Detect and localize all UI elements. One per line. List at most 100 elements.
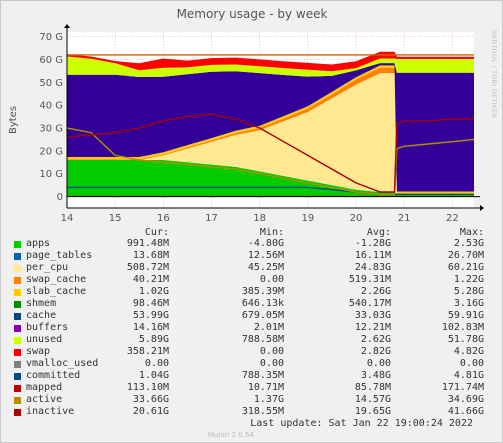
legend-cur: 1.02G <box>138 286 169 297</box>
legend-cur: 20.61G <box>132 406 169 417</box>
legend-min: 679.05M <box>241 310 284 321</box>
legend-min: 788.35M <box>241 370 284 381</box>
swatch-apps <box>14 241 21 248</box>
x-tick-label-3: 17 <box>205 213 218 224</box>
legend-row-inactive: inactive 20.61G 318.55M 19.65G 41.66G <box>14 406 484 418</box>
swatch-committed <box>14 373 21 380</box>
legend-cur: 13.68M <box>132 250 169 261</box>
legend-avg: 85.78M <box>354 382 391 393</box>
area-cache <box>67 63 474 192</box>
y-tick-label-6: 60 G <box>39 55 63 66</box>
x-tick-label-4: 18 <box>253 213 266 224</box>
legend-cur: 14.16M <box>132 322 169 333</box>
legend-avg: 12.21M <box>354 322 391 333</box>
legend-min: 2.01M <box>253 322 284 333</box>
legend-cur: 113.10M <box>126 382 169 393</box>
legend-avg: 19.65G <box>354 406 391 417</box>
x-tick-label-7: 21 <box>398 213 411 224</box>
legend-min: 45.25M <box>247 262 284 273</box>
legend-cur: 991.48M <box>126 238 169 249</box>
swatch-buffers <box>14 325 21 332</box>
y-tick-label-1: 10 G <box>39 169 63 180</box>
x-tick-label-2: 16 <box>157 213 170 224</box>
legend-cur: 1.04G <box>138 370 169 381</box>
legend-header: Cur: Min: Avg: Max: <box>14 227 484 239</box>
legend-max: 102.83M <box>441 322 484 333</box>
legend-row-per-cpu: per_cpu 508.72M 45.25M 24.83G 60.21G <box>14 262 484 274</box>
munin-version: Munin 2.0.54 <box>208 431 254 439</box>
legend-cur: 40.21M <box>132 274 169 285</box>
legend-max: 3.16G <box>453 298 484 309</box>
legend-cur: 0.00 <box>144 358 169 369</box>
legend-max: 4.82G <box>453 346 484 357</box>
legend-max: 51.78G <box>447 334 484 345</box>
legend-avg: 16.11M <box>354 250 391 261</box>
y-tick-label-0: 0 <box>57 192 63 203</box>
rrdtool-watermark: RRDTOOL / TOBI OETIKER <box>490 30 497 119</box>
y-axis-label: Bytes <box>8 106 19 134</box>
legend-min: -4.80G <box>247 238 284 249</box>
stacked-areas <box>67 51 474 197</box>
legend-name: committed <box>26 370 81 381</box>
legend-name: cache <box>26 310 57 321</box>
legend-name: per_cpu <box>26 262 69 273</box>
legend-row-unused: unused 5.89G 788.58M 2.62G 51.78G <box>14 334 484 346</box>
y-tick-label-3: 30 G <box>39 124 63 135</box>
legend-max: 34.69G <box>447 394 484 405</box>
legend-avg: 2.82G <box>360 346 391 357</box>
legend-name: active <box>26 394 63 405</box>
legend-min: 788.58M <box>241 334 284 345</box>
legend-cur: 358.21M <box>126 346 169 357</box>
legend-row-buffers: buffers 14.16M 2.01M 12.21M 102.83M <box>14 322 484 334</box>
y-tick-label-7: 70 G <box>39 32 63 43</box>
line-inactive <box>66 113 474 193</box>
legend-name: inactive <box>26 406 75 417</box>
legend-row-vmalloc-used: vmalloc_used 0.00 0.00 0.00 0.00 <box>14 358 484 370</box>
legend-avg: 0.00 <box>366 358 391 369</box>
x-tick-label-5: 19 <box>301 213 314 224</box>
legend-min: 385.39M <box>241 286 284 297</box>
legend-max: 26.70M <box>447 250 484 261</box>
chart-title: Memory usage - by week <box>177 7 328 21</box>
x-tick-label-6: 20 <box>350 213 363 224</box>
memory-chart: 0 10 G 20 G 30 G 40 G 50 G 60 G 70 G 14 15 16 17 18 1… <box>8 7 484 224</box>
legend-name: apps <box>26 238 51 249</box>
legend-avg: 2.62G <box>360 334 391 345</box>
swatch-vmalloc-used <box>14 361 21 368</box>
legend-row-page-tables: page_tables 13.68M 12.56M 16.11M 26.70M <box>14 250 484 262</box>
legend-avg: 3.48G <box>360 370 391 381</box>
legend-max: 2.53G <box>453 238 484 249</box>
x-tick-label-8: 22 <box>446 213 459 224</box>
legend-max: 171.74M <box>441 382 484 393</box>
legend-name: unused <box>26 334 63 345</box>
legend-avg: 24.83G <box>354 262 391 273</box>
legend-min: 0.00 <box>259 346 284 357</box>
legend-row-cache: cache 53.99G 679.05M 33.03G 59.91G <box>14 310 484 322</box>
legend-cur: 53.99G <box>132 310 169 321</box>
legend-name: slab_cache <box>26 286 87 297</box>
y-tick-label-4: 40 G <box>39 101 63 112</box>
last-update: Last update: Sat Jan 22 19:00:24 2022 <box>250 418 473 429</box>
legend-avg: 14.57G <box>354 394 391 405</box>
swatch-page-tables <box>14 253 21 260</box>
legend-min: 318.55M <box>241 406 284 417</box>
header-min: Min: <box>259 227 284 238</box>
legend-name: mapped <box>26 382 63 393</box>
swatch-cache <box>14 313 21 320</box>
legend-row-swap-cache: swap_cache 40.21M 0.00 519.31M 1.22G <box>14 274 484 286</box>
swatch-slab-cache <box>14 289 21 296</box>
legend-min: 10.71M <box>247 382 284 393</box>
swatch-per-cpu <box>14 265 21 272</box>
axes: 0 10 G 20 G 30 G 40 G 50 G 60 G 70 G 14 15 16 17 18 1… <box>39 24 484 224</box>
legend-max: 5.28G <box>453 286 484 297</box>
swatch-swap <box>14 349 21 356</box>
header-avg: Avg: <box>366 227 391 238</box>
header-cur: Cur: <box>144 227 169 238</box>
swatch-swap-cache <box>14 277 21 284</box>
legend-name: vmalloc_used <box>26 358 99 369</box>
swatch-inactive <box>14 409 21 416</box>
legend-avg: 519.31M <box>348 274 391 285</box>
area-unused <box>67 56 474 77</box>
y-axis-arrow <box>64 24 70 28</box>
area-swap <box>67 51 474 72</box>
